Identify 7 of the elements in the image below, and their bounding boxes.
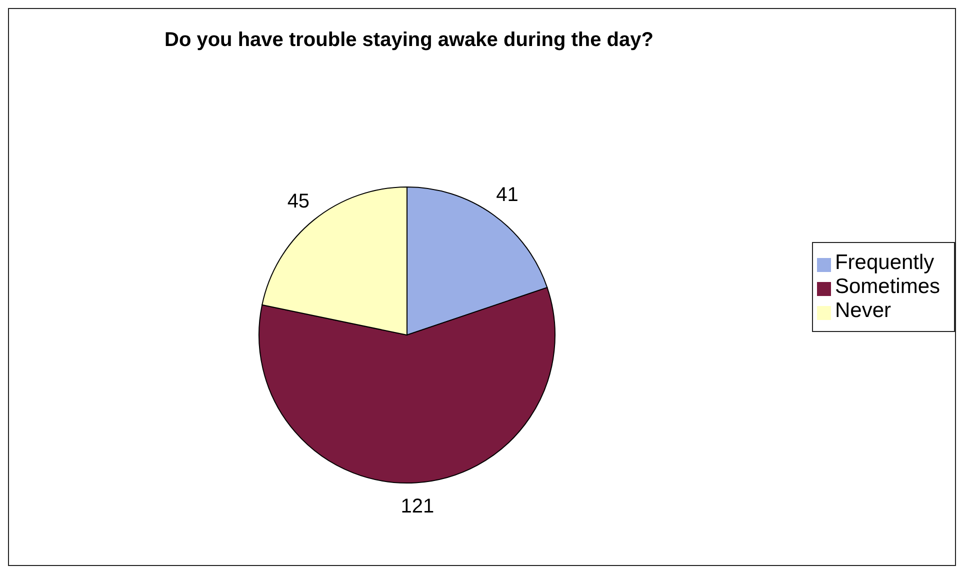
- legend-label: Never: [834, 299, 891, 322]
- legend-label: Frequently: [834, 251, 934, 274]
- chart-title: Do you have trouble staying awake during the day?: [164, 29, 654, 52]
- legend-label: Sometimes: [834, 275, 940, 298]
- data-label: 45: [287, 190, 310, 213]
- data-label: 41: [496, 184, 518, 206]
- data-label: 121: [400, 496, 434, 518]
